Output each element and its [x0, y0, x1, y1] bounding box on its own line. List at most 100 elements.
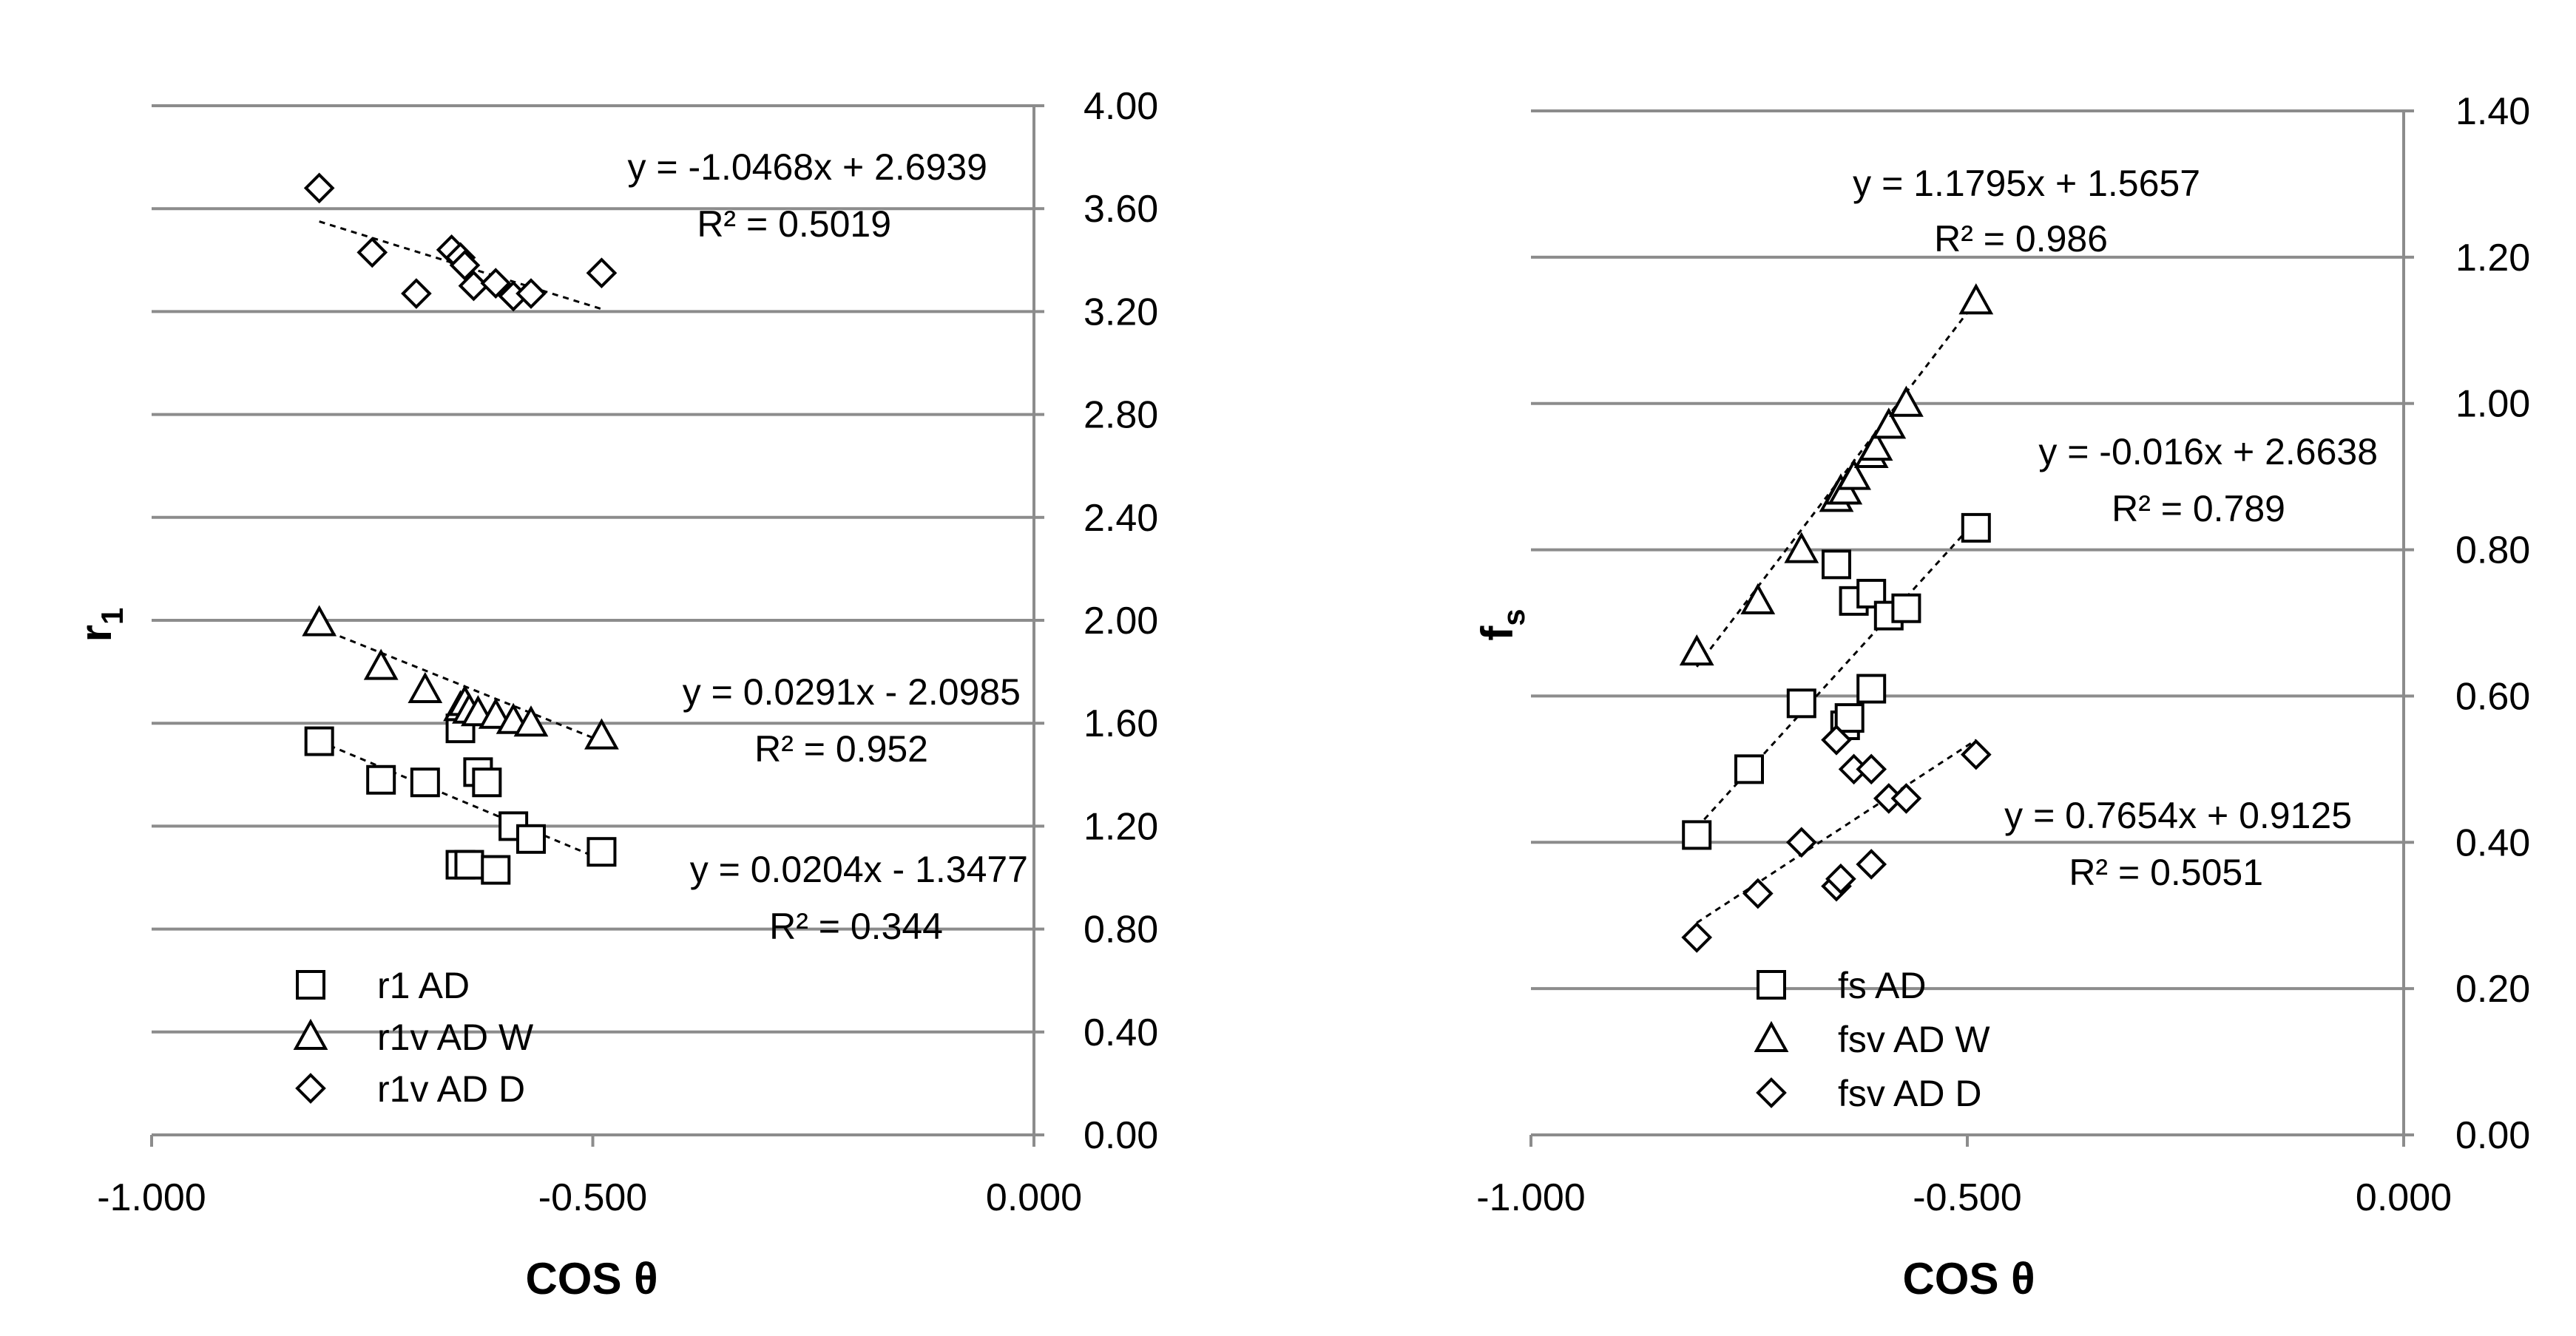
data-point	[408, 671, 443, 703]
data-point	[449, 249, 481, 281]
x-tick-label: -0.500	[538, 1176, 647, 1219]
trend-r-squared: R² = 0.789	[2112, 488, 2285, 529]
series-diamond: y = -1.0468x + 2.6939 R² = 0.5019 r1v AD D	[295, 146, 987, 1110]
data-point	[1891, 593, 1921, 623]
legend-marker	[1757, 970, 1786, 1000]
series-square: y = -0.016x + 2.6638 R² = 0.789 fs AD	[1682, 431, 2378, 1006]
data-point	[1682, 820, 1712, 850]
y-tick-label: 1.60	[1084, 702, 1158, 745]
y-tick-label: 4.00	[1084, 85, 1158, 128]
x-axis-title: COS θ	[525, 1254, 657, 1303]
legend-label: r1 AD	[377, 965, 470, 1006]
data-point	[584, 718, 619, 750]
data-point	[1834, 703, 1865, 733]
series-triangle: y = 0.0291x - 2.0985 R² = 0.952 r1v AD W	[293, 605, 1021, 1058]
data-point	[1961, 512, 1991, 543]
trend-r-squared: R² = 0.5051	[2069, 852, 2263, 893]
data-point	[366, 764, 396, 795]
x-tick-label: 0.000	[986, 1176, 1082, 1219]
data-point	[1740, 583, 1776, 614]
y-tick-label: 0.00	[1084, 1114, 1158, 1157]
legend-label: fsv AD D	[1838, 1073, 1981, 1114]
data-point	[478, 697, 513, 729]
x-tick-label: -0.500	[1913, 1176, 2021, 1219]
data-point	[1958, 283, 1994, 315]
y-tick-label: 3.60	[1084, 188, 1158, 231]
legend-marker	[295, 1073, 326, 1104]
data-point	[586, 837, 617, 867]
legend-marker	[293, 1018, 328, 1050]
legend-marker	[1756, 1077, 1787, 1108]
y-axis-title-subscript: s	[1496, 608, 1531, 625]
trend-r-squared: R² = 0.5019	[697, 203, 891, 245]
data-point	[515, 278, 547, 309]
data-point	[472, 767, 502, 798]
trend-r-squared: R² = 0.986	[1934, 218, 2108, 260]
trend-r-squared: R² = 0.344	[769, 906, 943, 947]
data-point	[1889, 385, 1924, 417]
data-point	[356, 237, 388, 268]
data-point	[1960, 739, 1992, 770]
data-point	[1825, 863, 1856, 895]
y-axis-title-main: f	[1473, 625, 1522, 641]
data-point	[1785, 827, 1817, 858]
data-point	[1784, 532, 1819, 563]
x-axis-title: COS θ	[1902, 1254, 2035, 1303]
trend-r-squared: R² = 0.952	[754, 728, 928, 770]
legend-marker	[1754, 1020, 1789, 1052]
data-point	[302, 605, 337, 637]
y-axis-title-main: r	[71, 625, 121, 642]
legend-label: fsv AD W	[1838, 1019, 1990, 1060]
y-tick-label: 0.60	[2455, 675, 2530, 718]
data-point	[363, 648, 399, 680]
data-point	[586, 257, 618, 289]
data-point	[1836, 458, 1871, 490]
trend-equation: y = -0.016x + 2.6638	[2038, 431, 2378, 472]
data-point	[1734, 754, 1764, 784]
legend-label: fs AD	[1838, 965, 1926, 1006]
data-point	[1822, 549, 1851, 580]
series-square: y = 0.0204x - 1.3477 R² = 0.344 r1 AD	[296, 713, 1028, 1006]
series-diamond: y = 0.7654x + 0.9125 R² = 0.5051 fsv AD D	[1681, 724, 2352, 1114]
data-point	[1856, 753, 1887, 785]
data-point	[513, 705, 549, 737]
y-axis-title-subscript: 1	[95, 608, 129, 625]
chart-r1: 0.00 0.40 0.80 1.20 1.60 2.00 2.40 2.80 3.20 3.60…	[71, 85, 1158, 1303]
data-point	[1679, 634, 1714, 666]
y-tick-label: 0.00	[2455, 1114, 2530, 1157]
y-tick-label: 2.00	[1084, 600, 1158, 642]
data-point	[1856, 849, 1887, 880]
trend-equation: y = 1.1795x + 1.5657	[1853, 163, 2200, 204]
trend-equation: y = 0.0291x - 2.0985	[683, 671, 1021, 713]
data-point	[480, 268, 512, 299]
y-tick-label: 2.40	[1084, 497, 1158, 540]
y-tick-label: 1.00	[2455, 383, 2530, 426]
legend-label: r1v AD W	[377, 1017, 534, 1058]
trend-equation: y = 0.0204x - 1.3477	[690, 849, 1028, 890]
y-tick-label: 0.40	[2455, 821, 2530, 864]
data-point	[304, 726, 334, 756]
y-tick-label: 0.80	[2455, 529, 2530, 572]
series-triangle: y = 1.1795x + 1.5657 R² = 0.986 fsv AD W	[1679, 163, 2200, 1060]
trendline	[1696, 739, 1977, 924]
y-axis-title: fs	[1473, 608, 1531, 640]
x-tick-label: -1.000	[97, 1176, 206, 1219]
chart-fs: 0.00 0.20 0.40 0.60 0.80 1.00 1.20 1.40 -1.000 -0…	[1473, 90, 2530, 1303]
data-point	[454, 850, 484, 880]
legend-marker	[296, 970, 325, 1000]
data-point	[1856, 674, 1887, 704]
data-point	[1890, 783, 1922, 814]
y-axis-title: r1	[71, 608, 129, 642]
y-tick-label: 0.80	[1084, 909, 1158, 952]
data-point	[481, 855, 511, 885]
data-point	[1742, 878, 1774, 909]
y-tick-label: 2.80	[1084, 394, 1158, 437]
y-tick-label: 1.20	[2455, 237, 2530, 279]
y-tick-label: 1.20	[1084, 805, 1158, 848]
data-point	[1681, 922, 1713, 953]
y-tick-label: 0.20	[2455, 968, 2530, 1011]
data-point	[303, 172, 335, 204]
data-point	[410, 767, 440, 798]
y-tick-label: 1.40	[2455, 90, 2530, 133]
